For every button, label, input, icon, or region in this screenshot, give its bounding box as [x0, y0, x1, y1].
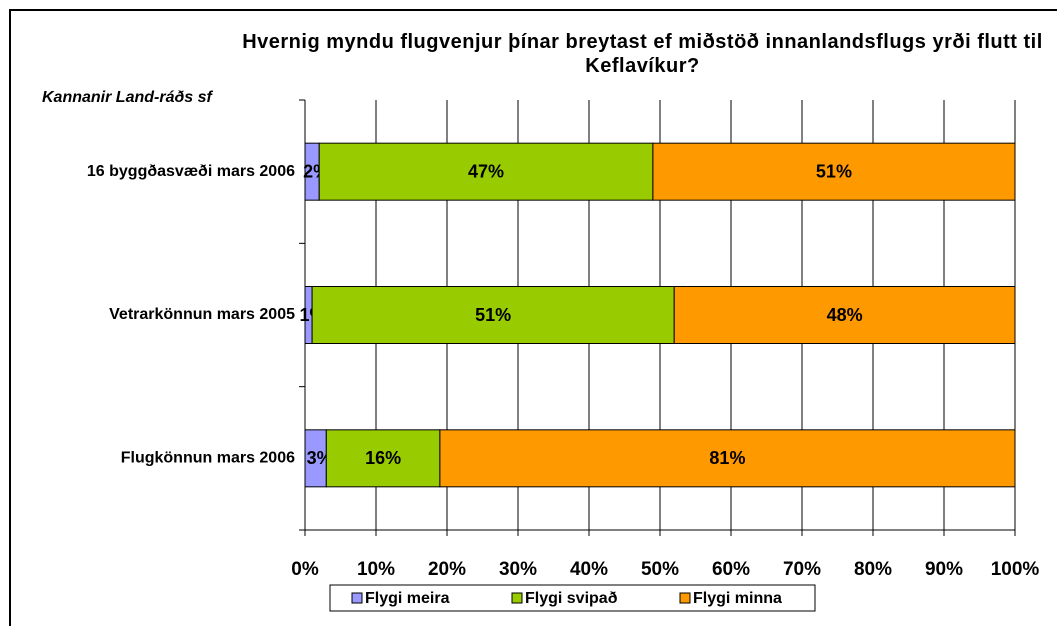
x-tick-label: 30% [499, 559, 537, 580]
x-tick-label: 90% [925, 559, 963, 580]
x-tick-label: 70% [783, 559, 821, 580]
x-tick-label: 100% [991, 559, 1040, 580]
legend-box [329, 584, 816, 612]
bar-segment [673, 286, 1016, 344]
bar-segment [325, 429, 441, 488]
bar-segment [318, 142, 654, 201]
legend-label: Flygi meira [365, 590, 450, 607]
y-tick-label: Flugkönnun mars 2006 [121, 450, 295, 467]
chart-title: Hvernig myndu flugvenjur þínar breytast … [242, 31, 1043, 77]
x-tick-label: 50% [641, 559, 679, 580]
legend-swatch [351, 592, 363, 604]
legend-swatch [511, 592, 523, 604]
x-tick-label: 10% [357, 559, 395, 580]
legend-label: Flygi svipað [525, 590, 618, 607]
subtitle: Kannanir Land-ráðs sf [42, 89, 213, 106]
x-tick-label: 80% [854, 559, 892, 580]
bar-segment [311, 286, 675, 344]
y-tick-label: Vetrarkönnun mars 2005 [109, 306, 295, 323]
value-label: 47% [468, 161, 504, 181]
bar-segment [652, 142, 1016, 201]
x-tick-label: 20% [428, 559, 466, 580]
value-label: 51% [475, 305, 511, 325]
frame [9, 9, 1057, 626]
value-label: 51% [816, 161, 852, 181]
value-label: 81% [709, 448, 745, 468]
value-label: 16% [365, 448, 401, 468]
value-label: 48% [827, 305, 863, 325]
legend-label: Flygi minna [693, 590, 782, 607]
x-tick-label: 0% [291, 559, 319, 580]
y-tick-label: 16 byggðasvæði mars 2006 [87, 163, 295, 180]
bar-segment [439, 429, 1016, 488]
x-tick-label: 40% [570, 559, 608, 580]
x-tick-label: 60% [712, 559, 750, 580]
legend-swatch [679, 592, 691, 604]
